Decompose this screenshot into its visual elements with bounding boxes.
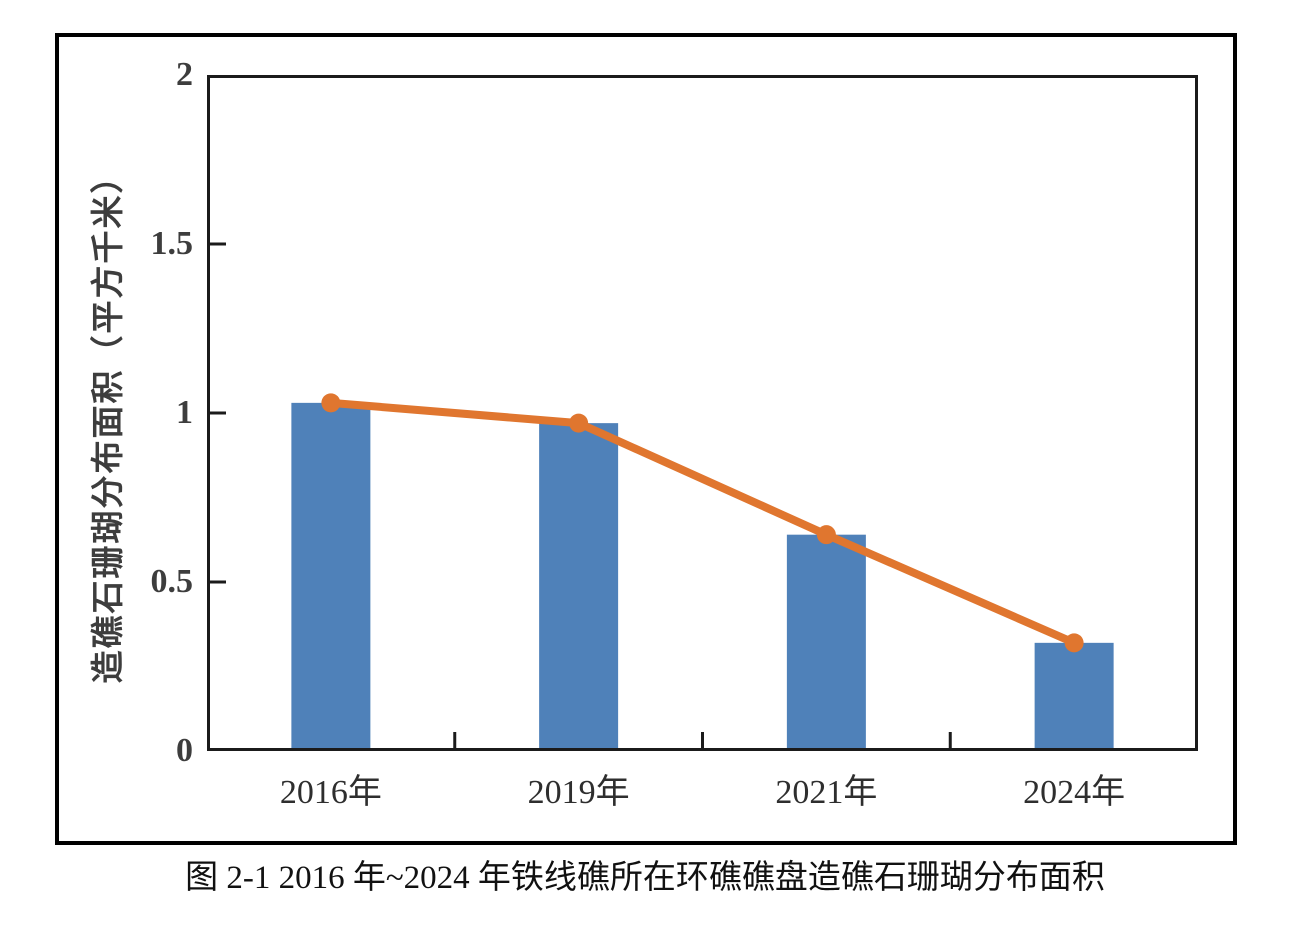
bar-2019年 xyxy=(539,423,619,751)
y-tick-label-1.5: 1.5 xyxy=(150,225,194,262)
x-tick-label-2021年: 2021年 xyxy=(775,774,878,811)
bar-2016年 xyxy=(291,402,371,751)
figure-frame: 造礁石珊瑚分布面积（平方千米） 0 0.5 1 1.5 2 2016年 2019年 2021… xyxy=(55,33,1237,845)
line-series xyxy=(326,398,1079,647)
plot-area xyxy=(207,75,1198,751)
x-tick-label-2024年: 2024年 xyxy=(1023,774,1126,811)
bar-2021年 xyxy=(786,534,866,751)
plot-border xyxy=(207,75,1198,751)
y-tick-label-2: 2 xyxy=(176,56,193,93)
x-tick-label-2016年: 2016年 xyxy=(279,774,382,811)
x-tick-label-2019年: 2019年 xyxy=(527,774,630,811)
y-tick-label-1: 1 xyxy=(176,394,193,431)
line-marker-2024年 xyxy=(1064,633,1084,653)
line-marker-2021年 xyxy=(816,525,836,545)
line-marker-2016年 xyxy=(321,393,341,413)
line-marker-2019年 xyxy=(569,413,589,433)
y-tick-label-0.5: 0.5 xyxy=(150,563,194,600)
y-tick-label-0: 0 xyxy=(176,732,193,769)
figure-caption: 图 2-1 2016 年~2024 年铁线礁所在环礁礁盘造礁石珊瑚分布面积 xyxy=(185,860,1105,896)
bar-2024年 xyxy=(1034,642,1114,751)
